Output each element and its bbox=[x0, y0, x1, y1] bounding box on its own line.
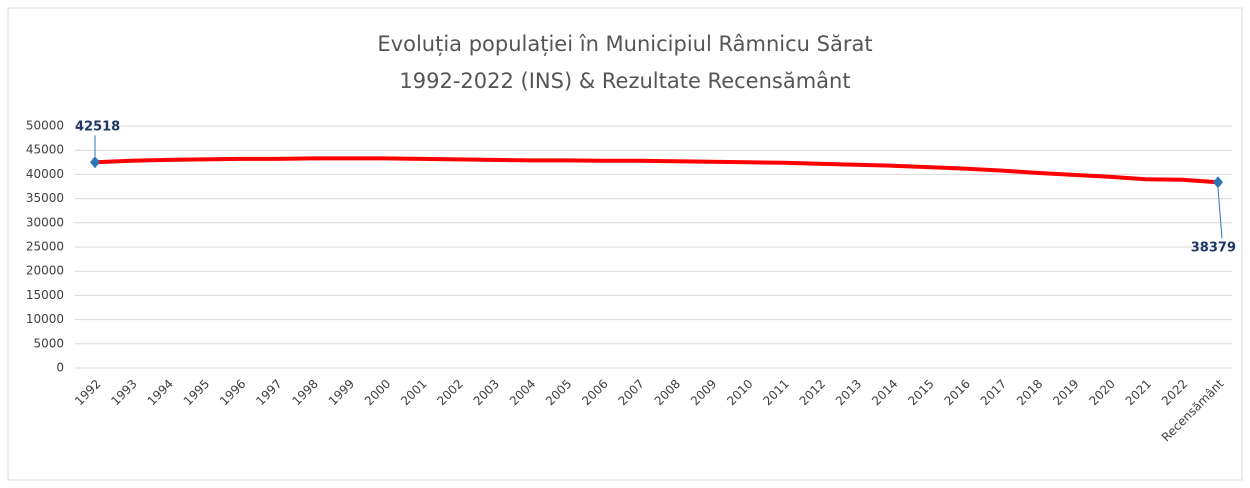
y-tick-label: 30000 bbox=[26, 215, 64, 229]
data-line bbox=[93, 156, 1220, 185]
y-tick-label: 45000 bbox=[26, 143, 64, 157]
y-tick-label: 35000 bbox=[26, 191, 64, 205]
data-marker bbox=[90, 156, 100, 169]
y-tick-label: 0 bbox=[56, 361, 64, 375]
chart-frame bbox=[7, 7, 1243, 481]
chart-subtitle: 1992-2022 (INS) & Rezultate Recensământ bbox=[399, 69, 850, 93]
data-label: 38379 bbox=[1191, 241, 1236, 256]
leader-line bbox=[1217, 188, 1223, 239]
y-tick-label: 5000 bbox=[33, 336, 64, 350]
data-marker bbox=[1213, 176, 1223, 189]
y-tick-label: 20000 bbox=[26, 264, 64, 278]
y-tick-label: 40000 bbox=[26, 167, 64, 181]
data-label: 42518 bbox=[75, 120, 120, 135]
chart-title: Evoluția populației în Municipiul Râmnic… bbox=[377, 32, 872, 56]
y-tick-label: 25000 bbox=[26, 240, 64, 254]
y-tick-label: 15000 bbox=[26, 288, 64, 302]
y-tick-label: 50000 bbox=[26, 119, 64, 133]
y-tick-label: 10000 bbox=[26, 312, 64, 326]
